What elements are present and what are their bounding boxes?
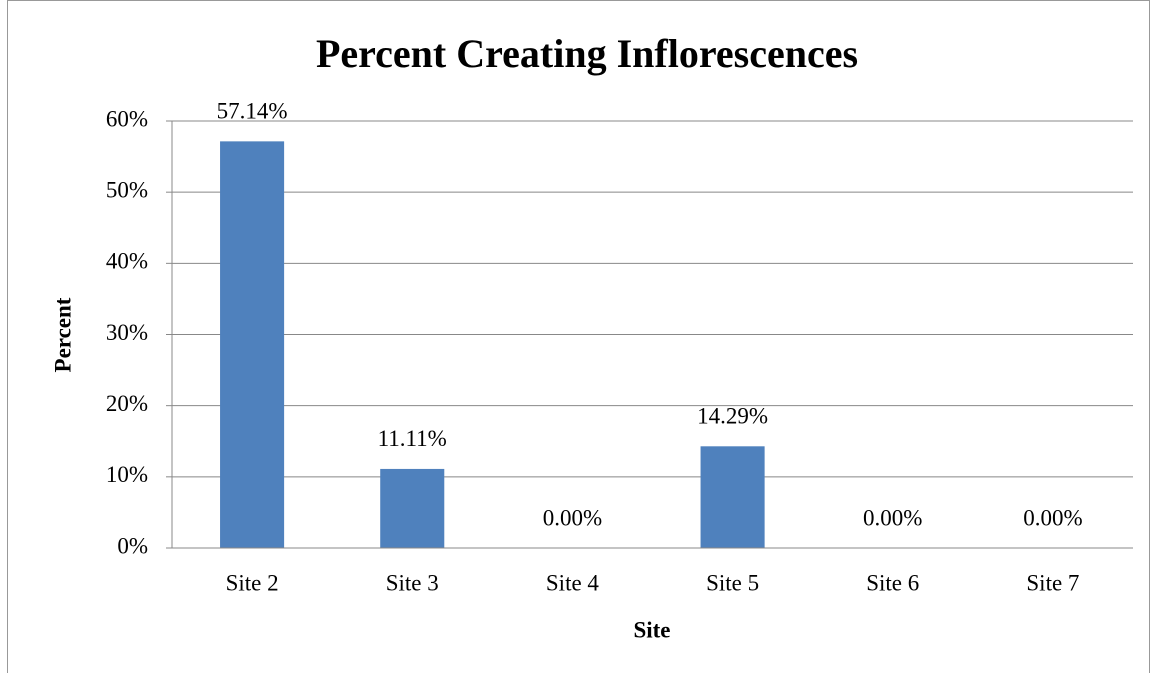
y-tick-label: 40%: [106, 249, 148, 274]
value-label: 0.00%: [543, 505, 602, 530]
y-tick-label: 0%: [117, 533, 148, 558]
x-tick-label: Site 3: [386, 570, 439, 595]
y-axis-label: Percent: [50, 297, 75, 372]
x-tick-label: Site 4: [546, 570, 600, 595]
x-tick-label: Site 7: [1026, 570, 1079, 595]
bar: [220, 141, 285, 548]
value-label: 11.11%: [378, 426, 447, 451]
bar: [700, 446, 765, 548]
y-tick-label: 30%: [106, 320, 148, 345]
y-tick-label: 60%: [106, 106, 148, 131]
bar: [380, 468, 445, 548]
x-tick-label: Site 6: [866, 570, 919, 595]
chart-border: [7, 0, 1150, 673]
value-label: 57.14%: [217, 99, 288, 124]
y-tick-label: 50%: [106, 177, 148, 202]
x-axis-label: Site: [633, 617, 670, 642]
value-label: 14.29%: [697, 404, 768, 429]
value-label: 0.00%: [863, 505, 922, 530]
x-tick-label: Site 2: [226, 570, 279, 595]
x-tick-label: Site 5: [706, 570, 759, 595]
y-tick-label: 20%: [106, 391, 148, 416]
chart-title: Percent Creating Inflorescences: [316, 31, 858, 76]
y-tick-label: 10%: [106, 462, 148, 487]
value-label: 0.00%: [1023, 505, 1082, 530]
